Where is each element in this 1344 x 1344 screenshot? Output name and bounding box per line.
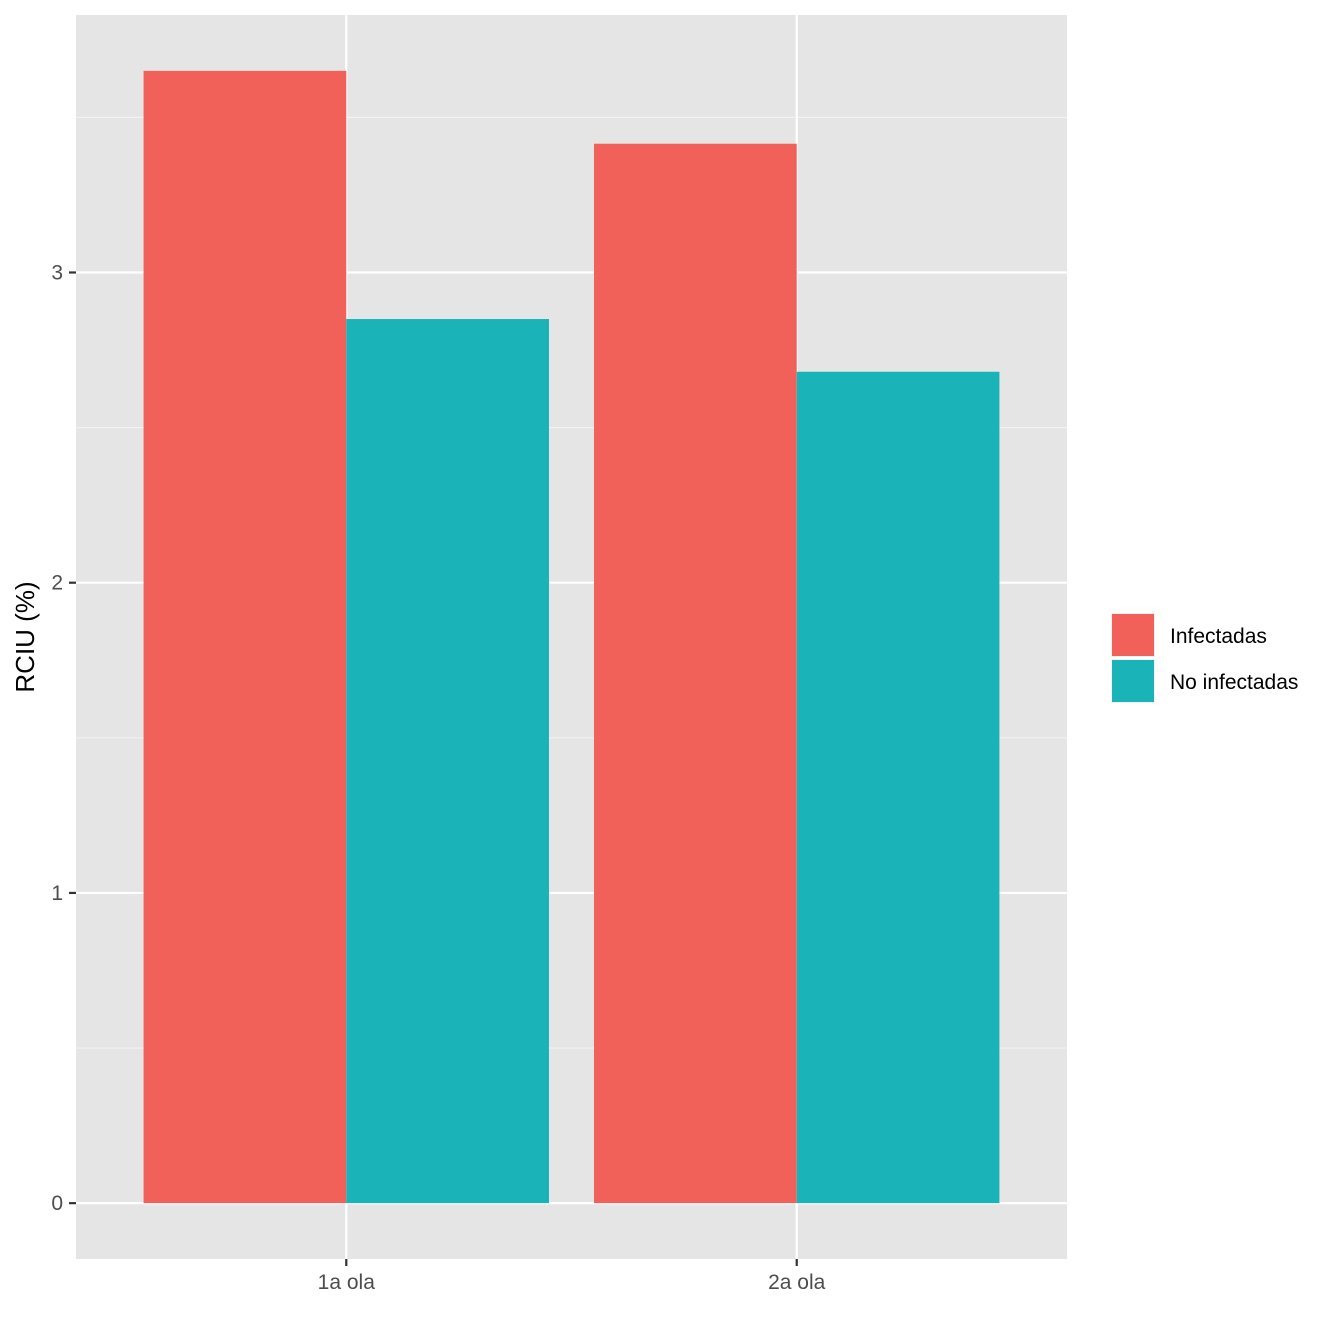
x-axis: 1a ola 2a ola	[318, 1259, 826, 1294]
y-tick-label: 3	[51, 261, 63, 284]
y-tick-label: 0	[51, 1192, 63, 1215]
legend: Infectadas No infectadas	[1111, 613, 1298, 703]
legend-label: Infectadas	[1170, 625, 1267, 648]
bar-infectadas-1	[143, 70, 347, 1204]
legend-key-swatch	[1112, 614, 1154, 656]
x-tick-label: 1a ola	[318, 1271, 376, 1294]
legend-key-swatch	[1112, 660, 1154, 702]
bar-infectadas-2	[594, 143, 797, 1204]
bars	[143, 70, 1000, 1204]
bar-no-infectadas-2	[796, 371, 1000, 1204]
y-axis: 0 1 2 3	[51, 261, 76, 1215]
y-tick-label: 2	[51, 572, 63, 595]
legend-label: No infectadas	[1170, 671, 1298, 694]
y-axis-title: RCIU (%)	[10, 581, 40, 692]
y-tick-label: 1	[51, 882, 63, 905]
bar-no-infectadas-1	[346, 319, 549, 1204]
x-tick-label: 2a ola	[768, 1271, 826, 1294]
